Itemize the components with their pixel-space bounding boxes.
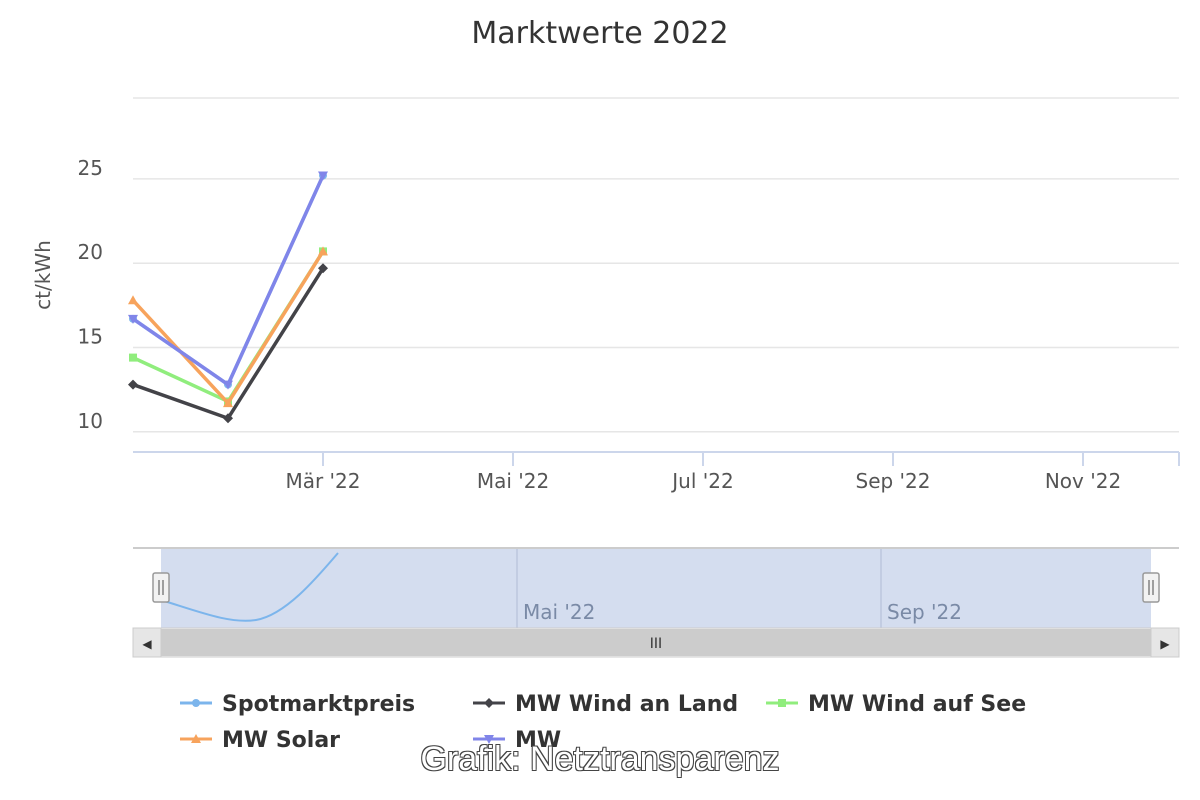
legend-marker bbox=[484, 698, 494, 708]
legend-item[interactable]: MW Wind an Land bbox=[473, 692, 738, 717]
legend-item[interactable]: MW Solar bbox=[180, 728, 340, 753]
series-0[interactable] bbox=[129, 171, 327, 389]
navigator-label-may: Mai '22 bbox=[523, 600, 595, 624]
scrollbar-thumb[interactable] bbox=[161, 629, 1151, 656]
legend-marker bbox=[191, 734, 201, 743]
navigator-right-handle[interactable] bbox=[1142, 572, 1160, 603]
x-tick-label: Mär '22 bbox=[285, 469, 360, 493]
arrow-right-icon: ▶ bbox=[1160, 637, 1170, 651]
series-1[interactable] bbox=[128, 263, 328, 424]
navigator-label-sep: Sep '22 bbox=[887, 600, 962, 624]
y-axis-label: ct/kWh bbox=[31, 240, 55, 310]
y-tick-label: 10 bbox=[78, 409, 103, 433]
series-4[interactable] bbox=[128, 171, 328, 390]
data-point bbox=[128, 295, 138, 305]
legend-item[interactable]: Spotmarktpreis bbox=[180, 692, 415, 717]
legend-marker bbox=[484, 735, 494, 744]
legend-label: Spotmarktpreis bbox=[222, 692, 415, 717]
arrow-left-icon: ◀ bbox=[142, 637, 152, 651]
series-line[interactable] bbox=[132, 250, 325, 404]
y-tick-label: 20 bbox=[78, 240, 103, 264]
navigator-selected-range[interactable] bbox=[161, 549, 1151, 628]
series-line[interactable] bbox=[132, 267, 325, 421]
legend-label: MW Wind auf See bbox=[808, 692, 1026, 717]
navigator-series-line bbox=[160, 552, 339, 622]
data-point bbox=[129, 353, 137, 362]
x-tick-label: Sep '22 bbox=[856, 469, 931, 493]
x-tick-label: Mai '22 bbox=[477, 469, 549, 493]
data-point bbox=[128, 314, 138, 324]
data-point bbox=[318, 246, 328, 256]
chart-title: Marktwerte 2022 bbox=[471, 16, 728, 51]
data-point bbox=[318, 263, 328, 274]
legend-label: MW bbox=[515, 728, 561, 753]
navigator-left-handle[interactable] bbox=[152, 572, 170, 603]
series-line[interactable] bbox=[132, 174, 325, 387]
legend-label: MW Solar bbox=[222, 728, 340, 753]
range-navigator[interactable]: Mai '22 Sep '22 III ◀ ▶ bbox=[132, 547, 1180, 658]
legend-item[interactable]: MW bbox=[473, 728, 561, 753]
grid bbox=[133, 97, 1179, 433]
data-point bbox=[318, 171, 328, 181]
legend-marker bbox=[192, 699, 200, 707]
legend-marker bbox=[778, 699, 786, 707]
x-tick-label: Jul '22 bbox=[670, 469, 733, 493]
data-point bbox=[128, 379, 138, 390]
data-point bbox=[223, 413, 233, 424]
series-lines bbox=[128, 171, 328, 424]
y-tick-label: 25 bbox=[78, 156, 103, 180]
legend-item[interactable]: MW Wind auf See bbox=[766, 692, 1026, 717]
scroll-left-button[interactable] bbox=[132, 627, 162, 658]
x-tick-label: Nov '22 bbox=[1045, 469, 1121, 493]
scrollbar-grip-icon: III bbox=[650, 636, 662, 652]
data-point bbox=[223, 380, 233, 390]
series-3[interactable] bbox=[128, 246, 328, 408]
data-point bbox=[223, 398, 233, 408]
series-line[interactable] bbox=[132, 174, 325, 387]
credit-text: Grafik: Netztransparenz bbox=[420, 740, 780, 778]
y-tick-label: 15 bbox=[78, 324, 103, 348]
legend: Spotmarktpreis MW Wind an Land MW Wind auf… bbox=[180, 692, 1026, 753]
scroll-right-button[interactable] bbox=[1150, 627, 1180, 658]
axes: 10 15 20 25 Mär '22 Mai '22 Jul '22 Sep '22 Nov … bbox=[78, 156, 1180, 493]
legend-label: MW Wind an Land bbox=[515, 692, 738, 717]
